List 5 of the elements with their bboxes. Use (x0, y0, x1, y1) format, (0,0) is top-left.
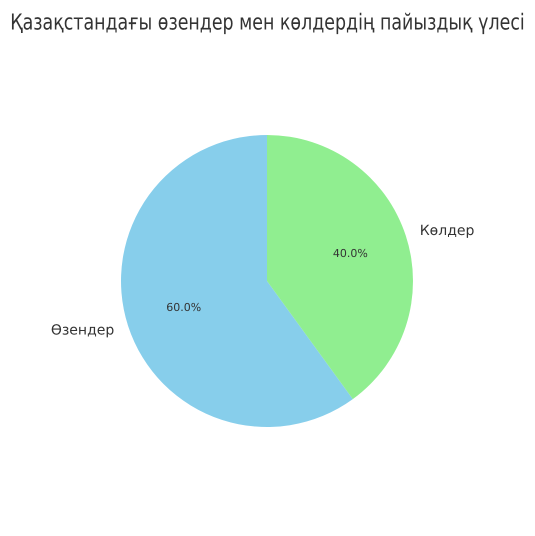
data-label: 60.0% (166, 300, 202, 314)
slice-label: Көлдер (420, 223, 474, 240)
chart-title: Қазақстандағы өзендер мен көлдердің пайыздық үлесі (10, 10, 525, 36)
data-label: 40.0% (332, 246, 368, 260)
slice-label: Өзендер (50, 322, 114, 338)
